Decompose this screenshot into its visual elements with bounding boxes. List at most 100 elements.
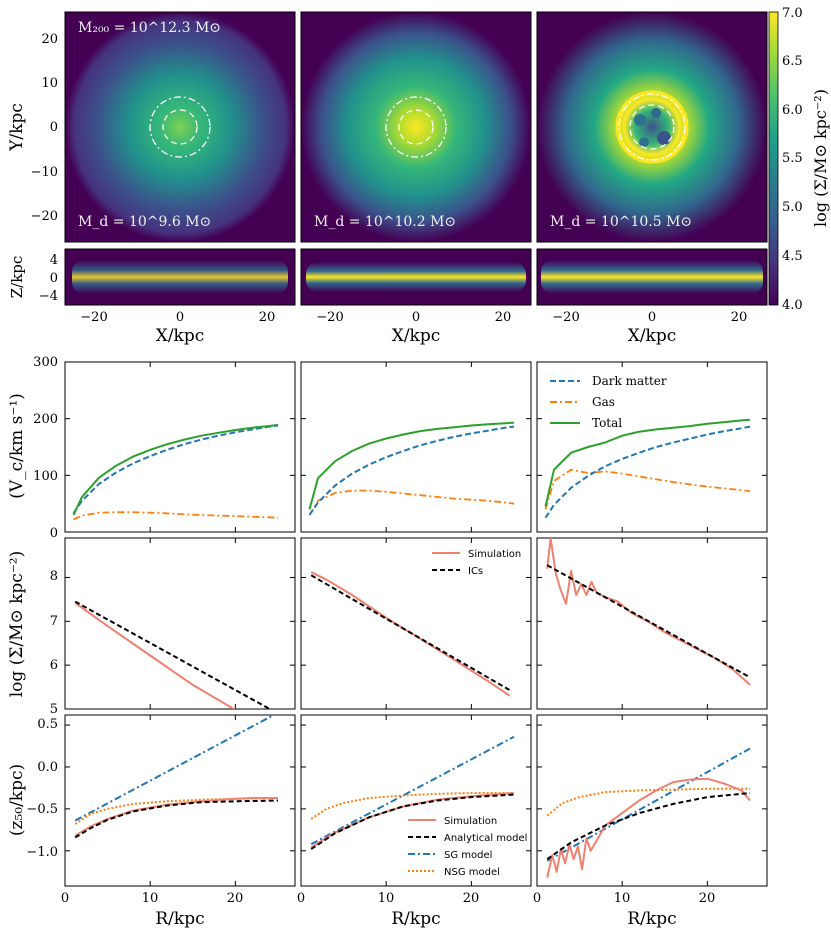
rotation-y-ticks: 300 200 100 0: [33, 355, 58, 541]
map-1-disc: [65, 12, 295, 242]
disc-mass-label: M_d = 10^9.6 M⊙: [78, 214, 211, 230]
ics-density-curve: [74, 600, 272, 709]
simulation-height-curve: [546, 777, 751, 878]
panel-series: [72, 423, 279, 521]
map-3-bright-ring: [615, 90, 689, 164]
density-y-ticks: 5 6 7 8: [50, 569, 58, 717]
sg-model-curve: [310, 735, 515, 845]
z-tick-label: −4: [39, 289, 58, 304]
rotation-y-axis-label: (V_c/km s⁻¹): [7, 393, 27, 499]
map-2-inner-ring: [398, 109, 434, 145]
density-legend: Simulation ICs: [432, 549, 521, 577]
x-tick-label: 0: [61, 891, 69, 906]
face-on-maps: M₂₀₀ = 10^12.3 M⊙ M_d = 10^9.6 M⊙ M_d = …: [7, 11, 768, 243]
x-tick-label: 20: [495, 310, 512, 325]
colorbar-tick-label: 4.0: [782, 298, 803, 313]
y-tick-label: 0.5: [37, 717, 58, 732]
x-tick-label: 0: [176, 310, 184, 325]
map-3-clump: [639, 137, 649, 147]
colorbar-tick-label: 6.5: [782, 54, 803, 69]
x-tick-label: 0: [412, 310, 420, 325]
sg-model-curve: [546, 747, 751, 862]
height-y-ticks: 0.5 0.0 −0.5 −1.0: [26, 717, 58, 860]
colorbar-strip: [768, 11, 779, 306]
legend-label-ics: ICs: [468, 566, 483, 577]
panel-series: [310, 735, 515, 850]
x-tick-label: 0: [297, 891, 305, 906]
x-tick-label: −20: [552, 310, 579, 325]
y-tick-label: 7: [50, 614, 58, 629]
x-tick-label: −20: [316, 310, 343, 325]
x-tick-label: 20: [731, 310, 748, 325]
face-on-y-ticks: 20 10 0 −10 −20: [31, 32, 58, 224]
x-tick-label: −20: [80, 310, 107, 325]
nsg-model-curve: [546, 787, 750, 817]
legend-label-analytical: Analytical model: [444, 833, 527, 844]
colorbar-tick-label: 4.5: [782, 249, 803, 264]
axes-frame: [300, 361, 532, 533]
panel-series: [74, 600, 272, 709]
map-3-outer-ring: [618, 93, 686, 161]
edge-on-y-axis-label: Z/kpc: [8, 256, 26, 299]
colorbar-tick-label: 6.0: [782, 103, 803, 118]
colorbar-tick-label: 7.0: [782, 6, 803, 21]
analytical-model-curve: [310, 793, 515, 850]
gas-curve: [308, 489, 515, 516]
map-3-disc: [537, 12, 767, 242]
panel-series: [546, 538, 751, 686]
height-legend: Simulation Analytical model SG model NSG…: [408, 816, 527, 878]
disc-mass-label: M_d = 10^10.5 M⊙: [550, 214, 692, 230]
x-tick-label: 10: [142, 891, 159, 906]
simulation-density-curve: [74, 602, 239, 709]
x-tick-label: 0: [648, 310, 656, 325]
map-3-clump: [657, 131, 671, 145]
y-tick-label: 300: [33, 355, 58, 370]
panel-series: [310, 571, 511, 697]
y-tick-label: −1.0: [26, 845, 58, 860]
total-curve: [308, 421, 515, 510]
edge-1-disc: [72, 260, 288, 294]
axes-frame: [64, 361, 296, 533]
edge-on-maps: 4 0 −4 Z/kpc −20 0 20 −20 0 20 −20 0 20 …: [8, 248, 768, 346]
colorbar: 4.0 4.5 5.0 5.5 6.0 6.5 7.0 log (Σ/M⊙ kp…: [768, 6, 830, 313]
map-panel-1: [64, 11, 296, 243]
y-tick-label: 20: [41, 32, 58, 47]
map-3-inner-ring: [629, 104, 675, 150]
legend-label-nsg: NSG model: [444, 867, 500, 878]
bottom-x-ticks: 0 10 20 0 10 20 0 10 20: [61, 891, 715, 906]
map-1-outer-ring: [149, 96, 211, 158]
y-tick-label: 0: [50, 120, 58, 135]
y-tick-label: −0.5: [26, 802, 58, 817]
y-tick-label: 6: [50, 658, 58, 673]
density-y-axis-label: log (Σ/M⊙ kpc⁻²): [7, 551, 27, 698]
y-tick-label: 0: [50, 526, 58, 541]
edge-3-disc: [541, 260, 763, 294]
panel-series: [74, 715, 279, 839]
legend-label-total: Total: [592, 416, 622, 430]
y-tick-label: 5: [50, 702, 58, 717]
edge-x-axis-label: X/kpc: [392, 326, 441, 346]
axes-frame: [536, 714, 768, 887]
map-3-clump: [651, 108, 661, 118]
x-tick-label: 20: [259, 310, 276, 325]
y-tick-label: −10: [31, 165, 58, 180]
y-tick-label: −20: [31, 209, 58, 224]
y-tick-label: 0.0: [37, 760, 58, 775]
map-panel-3: [536, 11, 768, 243]
colorbar-ticks: 4.0 4.5 5.0 5.5 6.0 6.5 7.0: [782, 6, 803, 313]
ics-density-curve: [546, 564, 751, 679]
edge-on-x-ticks: −20 0 20 −20 0 20 −20 0 20: [80, 310, 747, 325]
y-tick-label: 100: [33, 469, 58, 484]
map-1-frame: [64, 11, 296, 243]
y-tick-label: 200: [33, 412, 58, 427]
x-tick-label: 10: [614, 891, 631, 906]
y-tick-label: 10: [41, 76, 58, 91]
legend-label-simulation: Simulation: [468, 549, 521, 560]
ics-density-curve: [310, 574, 511, 691]
map-panel-2: [300, 11, 532, 243]
panel-series: [308, 421, 515, 516]
axes-frame: [64, 537, 296, 710]
map-1-inner-ring: [162, 109, 198, 145]
colorbar-tick-label: 5.5: [782, 151, 803, 166]
